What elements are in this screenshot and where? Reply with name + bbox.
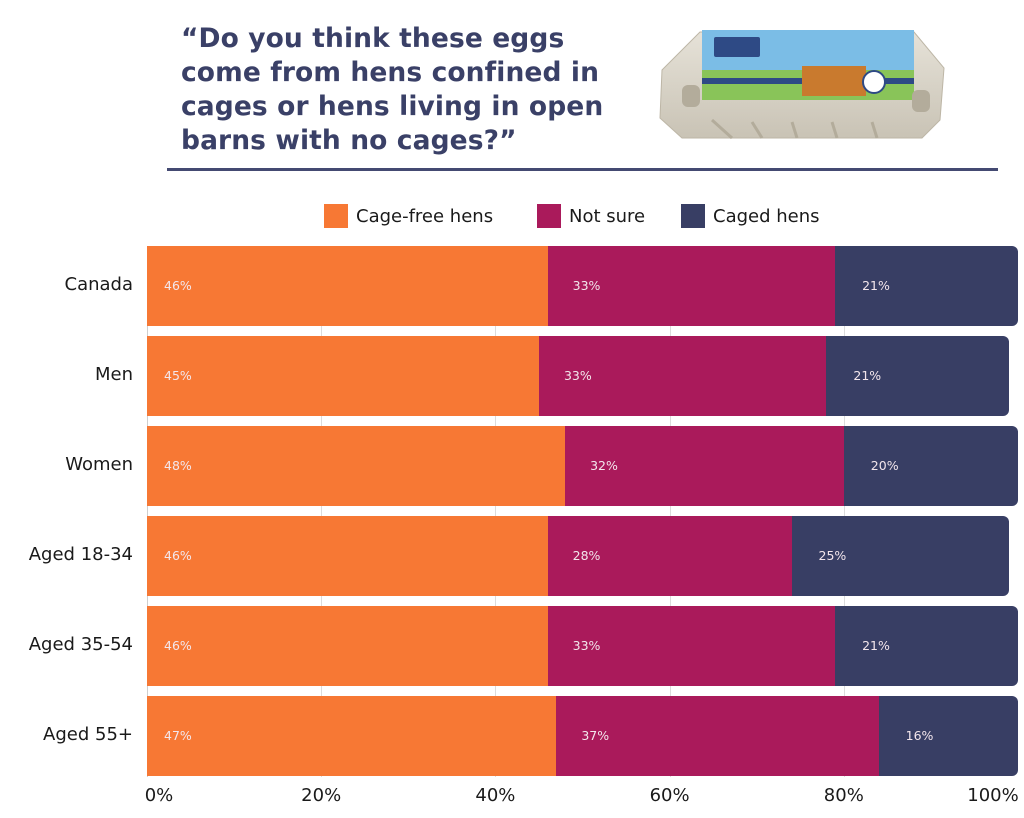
legend-label-cage-free: Cage-free hens — [356, 205, 494, 227]
data-label: 33% — [563, 368, 592, 383]
bar-row-canada: 46% 33% 21% — [147, 246, 1018, 326]
data-label: 32% — [590, 458, 618, 473]
x-tick-label: 80% — [823, 785, 864, 806]
bar-segment-caged-hens — [791, 516, 1010, 596]
title-divider — [167, 168, 998, 171]
bar-segment-cage-free-hens — [147, 336, 539, 416]
bar-segment-cage-free-hens — [147, 606, 548, 686]
data-label: 48% — [164, 458, 192, 473]
legend-swatch-caged — [681, 204, 705, 228]
gridline-40 — [495, 246, 496, 777]
bar-segment-cage-free-hens — [147, 246, 548, 326]
egg-carton-image — [659, 30, 945, 140]
data-label: 46% — [164, 638, 192, 653]
bar-row-aged-18-34: 46% 28% 25% — [147, 516, 1018, 596]
bar-segment-caged-hens — [878, 696, 1018, 776]
x-tick-label: 60% — [649, 785, 690, 806]
x-tick-label: 0% — [144, 785, 174, 806]
legend-item-cage-free: Cage-free hens — [324, 204, 493, 228]
gridline-60 — [670, 246, 671, 777]
question-title: “Do you think these eggs come from hens … — [181, 23, 604, 156]
category-label: Canada — [64, 274, 134, 295]
category-label: Aged 18-34 — [28, 544, 133, 565]
data-label: 33% — [572, 638, 601, 653]
bar-segment-caged-hens — [843, 426, 1018, 506]
data-label: 21% — [862, 278, 890, 293]
x-tick-label: 40% — [475, 785, 516, 806]
data-label: 20% — [870, 458, 899, 473]
legend-item-not-sure: Not sure — [537, 204, 645, 228]
category-label: Women — [65, 454, 133, 475]
legend-item-caged: Caged hens — [681, 204, 820, 228]
bar-segment-caged-hens — [835, 606, 1018, 686]
gridline-80 — [844, 246, 845, 777]
bar-segment-caged-hens — [826, 336, 1010, 416]
data-label: 21% — [853, 368, 882, 383]
legend-label-not-sure: Not sure — [569, 205, 646, 227]
bar-row-women: 48% 32% 20% — [147, 426, 1018, 506]
bar-segment-not-sure — [547, 516, 792, 596]
bar-segment-cage-free-hens — [147, 696, 557, 776]
bar-row-men: 45% 33% 21% — [147, 336, 1018, 416]
legend-swatch-not-sure — [537, 204, 561, 228]
bar-segment-cage-free-hens — [147, 426, 566, 506]
plot-area: 46% 33% 21% 45% 33% 21% 48% 32% 20% 46% 28% 25% 46% 3… — [147, 246, 1019, 777]
legend-label-caged: Caged hens — [713, 205, 820, 227]
data-label: 25% — [818, 548, 847, 563]
data-label: 45% — [164, 368, 192, 383]
bar-segment-cage-free-hens — [147, 516, 548, 596]
category-label: Aged 55+ — [43, 724, 133, 745]
bar-row-aged-35-54: 46% 33% 21% — [147, 606, 1018, 686]
bar-row-aged-55-: 47% 37% 16% — [147, 696, 1018, 776]
y-axis-line — [147, 246, 148, 777]
bar-segment-not-sure — [547, 246, 836, 326]
category-label: Aged 35-54 — [28, 634, 133, 655]
data-label: 33% — [572, 278, 601, 293]
bar-segment-caged-hens — [835, 246, 1018, 326]
data-label: 47% — [164, 728, 192, 743]
bar-segment-not-sure — [565, 426, 844, 506]
bar-segment-not-sure — [556, 696, 879, 776]
x-tick-label: 20% — [301, 785, 342, 806]
data-label: 28% — [572, 548, 601, 563]
category-label: Men — [94, 364, 133, 385]
bar-segment-not-sure — [538, 336, 827, 416]
legend: Cage-free hens Not sure Caged hens — [0, 204, 1024, 234]
data-label: 46% — [164, 278, 192, 293]
data-label: 16% — [905, 728, 934, 743]
x-tick-label: 100% — [967, 785, 1019, 806]
bar-segment-not-sure — [547, 606, 836, 686]
data-label: 21% — [862, 638, 890, 653]
data-label: 46% — [164, 548, 192, 563]
data-label: 37% — [581, 728, 610, 743]
legend-swatch-cage-free — [324, 204, 348, 228]
gridline-20 — [321, 246, 322, 777]
